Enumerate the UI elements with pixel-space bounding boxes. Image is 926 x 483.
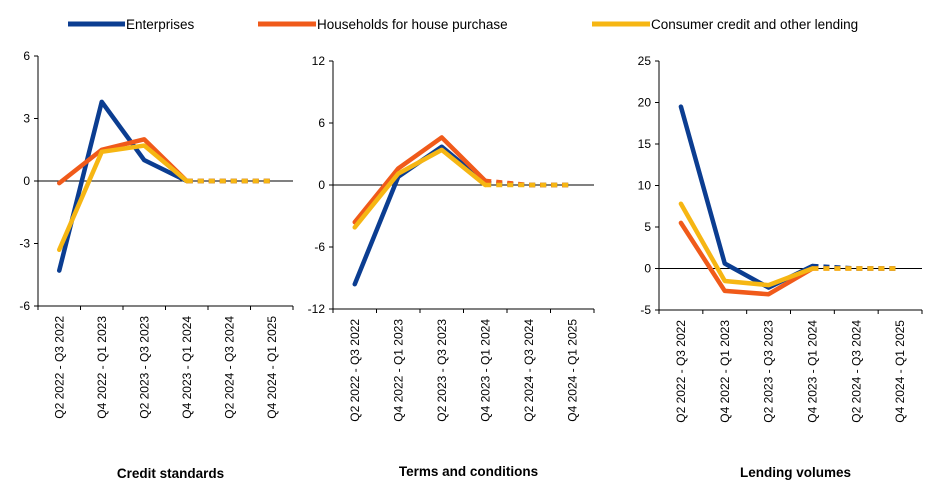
panel-title: Credit standards	[117, 466, 224, 481]
y-tick-label: -5	[640, 303, 651, 317]
y-tick-label: 6	[318, 116, 325, 130]
y-tick-label: 15	[638, 137, 652, 151]
x-tick-label: Q2 2024 - Q3 2024	[222, 316, 236, 419]
series-forecast-line-households	[485, 178, 573, 188]
legend-label-consumer: Consumer credit and other lending	[651, 17, 858, 32]
series-line-enterprises	[678, 104, 815, 290]
y-tick-label: 0	[644, 262, 651, 276]
panel-title: Terms and conditions	[399, 464, 538, 479]
series-line-consumer	[678, 201, 815, 288]
x-tick-label: Q4 2023 - Q1 2024	[805, 320, 819, 423]
series-line-consumer	[352, 147, 488, 230]
x-tick-label: Q2 2024 - Q3 2024	[522, 319, 536, 422]
x-tick-label: Q4 2024 - Q1 2025	[893, 320, 907, 423]
series-line-consumer	[57, 143, 189, 252]
x-tick-label: Q2 2024 - Q3 2024	[849, 320, 863, 423]
y-tick-label: -3	[19, 237, 30, 251]
y-tick-label: 10	[638, 179, 652, 193]
legend-label-enterprises: Enterprises	[126, 17, 195, 32]
x-tick-label: Q2 2023 - Q3 2023	[762, 320, 776, 423]
x-tick-label: Q4 2024 - Q1 2025	[565, 319, 579, 422]
panel-3: 25 20 15 10 5 0 -5 Q2 2022 - Q3 2022 Q4 2022 - Q…	[638, 54, 923, 480]
y-tick-label: 25	[638, 54, 652, 68]
series-line-households	[352, 135, 488, 225]
y-tick-label: 5	[644, 220, 651, 234]
panel-title: Lending volumes	[740, 465, 851, 480]
legend: Enterprises Households for house purchas…	[68, 17, 858, 32]
y-tick-label: -6	[314, 240, 325, 254]
x-tick-label: Q4 2022 - Q1 2023	[718, 320, 732, 423]
x-tick-label: Q4 2023 - Q1 2024	[478, 319, 492, 422]
x-tick-label: Q4 2023 - Q1 2024	[180, 316, 194, 419]
y-tick-label: 0	[318, 178, 325, 192]
y-tick-label: -6	[19, 299, 30, 313]
series-line-households	[57, 137, 189, 186]
x-tick-label: Q2 2022 - Q3 2022	[52, 316, 66, 419]
y-tick-label: 0	[23, 174, 30, 188]
y-tick-label: 6	[23, 49, 30, 63]
x-tick-label: Q4 2022 - Q1 2023	[95, 316, 109, 419]
panel-1: 6 3 0 -3 -6 Q2 2022 - Q3 2022 Q4 2022 - Q1 202…	[19, 49, 294, 481]
series-line-enterprises	[57, 99, 189, 273]
y-tick-label: -12	[308, 302, 326, 316]
x-tick-label: Q2 2023 - Q3 2023	[137, 316, 151, 419]
y-tick-label: 12	[312, 54, 326, 68]
legend-label-households: Households for house purchase	[317, 17, 508, 32]
y-tick-label: 3	[23, 112, 30, 126]
x-tick-label: Q4 2022 - Q1 2023	[391, 319, 405, 422]
x-tick-label: Q4 2024 - Q1 2025	[265, 316, 279, 419]
series-line-households	[678, 220, 815, 297]
x-tick-label: Q2 2022 - Q3 2022	[348, 319, 362, 422]
panel-2: 12 6 0 -6 -12 Q2 2022 - Q3 2022 Q4 2022 - Q1 2…	[308, 54, 595, 479]
y-tick-label: 20	[638, 96, 652, 110]
x-tick-label: Q2 2022 - Q3 2022	[674, 320, 688, 423]
x-tick-label: Q2 2023 - Q3 2023	[435, 319, 449, 422]
